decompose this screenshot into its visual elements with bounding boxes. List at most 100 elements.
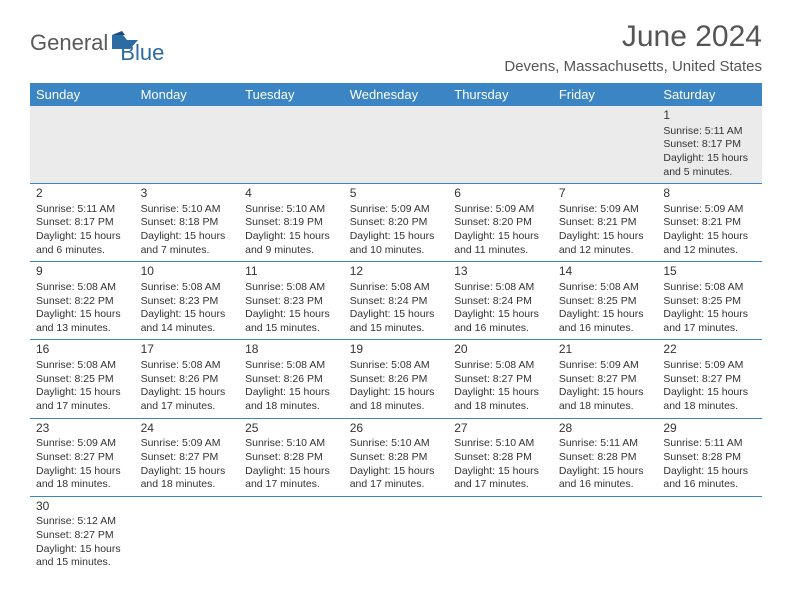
day-header: Monday bbox=[135, 83, 240, 106]
daylight-text: Daylight: 15 hours and 9 minutes. bbox=[245, 230, 338, 257]
day-number: 26 bbox=[350, 421, 443, 437]
calendar-day-cell: 30Sunrise: 5:12 AMSunset: 8:27 PMDayligh… bbox=[30, 496, 135, 574]
calendar-day-cell: 14Sunrise: 5:08 AMSunset: 8:25 PMDayligh… bbox=[553, 262, 658, 340]
daylight-text: Daylight: 15 hours and 16 minutes. bbox=[559, 465, 652, 492]
sunrise-text: Sunrise: 5:08 AM bbox=[663, 281, 756, 295]
daylight-text: Daylight: 15 hours and 18 minutes. bbox=[36, 465, 129, 492]
sunrise-text: Sunrise: 5:08 AM bbox=[454, 359, 547, 373]
sunset-text: Sunset: 8:25 PM bbox=[559, 295, 652, 309]
sunset-text: Sunset: 8:27 PM bbox=[36, 451, 129, 465]
daylight-text: Daylight: 15 hours and 15 minutes. bbox=[36, 543, 129, 570]
sunset-text: Sunset: 8:17 PM bbox=[36, 216, 129, 230]
calendar-body: 1Sunrise: 5:11 AMSunset: 8:17 PMDaylight… bbox=[30, 106, 762, 574]
sunset-text: Sunset: 8:21 PM bbox=[663, 216, 756, 230]
sunrise-text: Sunrise: 5:09 AM bbox=[663, 359, 756, 373]
daylight-text: Daylight: 15 hours and 16 minutes. bbox=[663, 465, 756, 492]
day-number: 20 bbox=[454, 342, 547, 358]
daylight-text: Daylight: 15 hours and 15 minutes. bbox=[350, 308, 443, 335]
daylight-text: Daylight: 15 hours and 10 minutes. bbox=[350, 230, 443, 257]
daylight-text: Daylight: 15 hours and 6 minutes. bbox=[36, 230, 129, 257]
calendar-day-cell: 8Sunrise: 5:09 AMSunset: 8:21 PMDaylight… bbox=[657, 184, 762, 262]
sunrise-text: Sunrise: 5:08 AM bbox=[454, 281, 547, 295]
day-number: 5 bbox=[350, 186, 443, 202]
calendar-day-cell: 16Sunrise: 5:08 AMSunset: 8:25 PMDayligh… bbox=[30, 340, 135, 418]
calendar-day-cell: 1Sunrise: 5:11 AMSunset: 8:17 PMDaylight… bbox=[657, 106, 762, 184]
calendar-day-cell: 28Sunrise: 5:11 AMSunset: 8:28 PMDayligh… bbox=[553, 418, 658, 496]
day-number: 6 bbox=[454, 186, 547, 202]
day-number: 4 bbox=[245, 186, 338, 202]
sunrise-text: Sunrise: 5:09 AM bbox=[663, 203, 756, 217]
day-header: Thursday bbox=[448, 83, 553, 106]
calendar-day-cell: 9Sunrise: 5:08 AMSunset: 8:22 PMDaylight… bbox=[30, 262, 135, 340]
daylight-text: Daylight: 15 hours and 17 minutes. bbox=[454, 465, 547, 492]
logo: General Blue bbox=[30, 20, 164, 66]
calendar-day-cell: 4Sunrise: 5:10 AMSunset: 8:19 PMDaylight… bbox=[239, 184, 344, 262]
sunset-text: Sunset: 8:22 PM bbox=[36, 295, 129, 309]
daylight-text: Daylight: 15 hours and 7 minutes. bbox=[141, 230, 234, 257]
sunrise-text: Sunrise: 5:10 AM bbox=[245, 437, 338, 451]
day-number: 23 bbox=[36, 421, 129, 437]
calendar-day-cell bbox=[448, 106, 553, 184]
daylight-text: Daylight: 15 hours and 18 minutes. bbox=[559, 386, 652, 413]
sunset-text: Sunset: 8:28 PM bbox=[454, 451, 547, 465]
day-number: 16 bbox=[36, 342, 129, 358]
sunrise-text: Sunrise: 5:08 AM bbox=[141, 281, 234, 295]
sunrise-text: Sunrise: 5:11 AM bbox=[559, 437, 652, 451]
day-header: Sunday bbox=[30, 83, 135, 106]
calendar-day-cell: 19Sunrise: 5:08 AMSunset: 8:26 PMDayligh… bbox=[344, 340, 449, 418]
calendar-week-row: 16Sunrise: 5:08 AMSunset: 8:25 PMDayligh… bbox=[30, 340, 762, 418]
calendar-day-cell bbox=[657, 496, 762, 574]
day-header: Friday bbox=[553, 83, 658, 106]
calendar-day-cell bbox=[553, 106, 658, 184]
sunrise-text: Sunrise: 5:09 AM bbox=[36, 437, 129, 451]
calendar-day-cell: 26Sunrise: 5:10 AMSunset: 8:28 PMDayligh… bbox=[344, 418, 449, 496]
daylight-text: Daylight: 15 hours and 18 minutes. bbox=[454, 386, 547, 413]
header: General Blue June 2024 Devens, Massachus… bbox=[30, 20, 762, 75]
calendar-day-cell: 29Sunrise: 5:11 AMSunset: 8:28 PMDayligh… bbox=[657, 418, 762, 496]
daylight-text: Daylight: 15 hours and 16 minutes. bbox=[454, 308, 547, 335]
day-header: Wednesday bbox=[344, 83, 449, 106]
calendar-day-cell bbox=[239, 106, 344, 184]
daylight-text: Daylight: 15 hours and 17 minutes. bbox=[350, 465, 443, 492]
calendar-day-cell: 20Sunrise: 5:08 AMSunset: 8:27 PMDayligh… bbox=[448, 340, 553, 418]
calendar-week-row: 9Sunrise: 5:08 AMSunset: 8:22 PMDaylight… bbox=[30, 262, 762, 340]
day-number: 10 bbox=[141, 264, 234, 280]
daylight-text: Daylight: 15 hours and 17 minutes. bbox=[141, 386, 234, 413]
daylight-text: Daylight: 15 hours and 12 minutes. bbox=[559, 230, 652, 257]
sunrise-text: Sunrise: 5:12 AM bbox=[36, 515, 129, 529]
sunset-text: Sunset: 8:28 PM bbox=[245, 451, 338, 465]
sunset-text: Sunset: 8:24 PM bbox=[350, 295, 443, 309]
calendar-day-cell: 11Sunrise: 5:08 AMSunset: 8:23 PMDayligh… bbox=[239, 262, 344, 340]
calendar-day-cell: 17Sunrise: 5:08 AMSunset: 8:26 PMDayligh… bbox=[135, 340, 240, 418]
sunrise-text: Sunrise: 5:08 AM bbox=[245, 359, 338, 373]
title-block: June 2024 Devens, Massachusetts, United … bbox=[504, 20, 762, 75]
calendar-day-cell: 6Sunrise: 5:09 AMSunset: 8:20 PMDaylight… bbox=[448, 184, 553, 262]
daylight-text: Daylight: 15 hours and 5 minutes. bbox=[663, 152, 756, 179]
daylight-text: Daylight: 15 hours and 14 minutes. bbox=[141, 308, 234, 335]
calendar-day-cell: 24Sunrise: 5:09 AMSunset: 8:27 PMDayligh… bbox=[135, 418, 240, 496]
sunset-text: Sunset: 8:27 PM bbox=[663, 373, 756, 387]
calendar-day-cell: 18Sunrise: 5:08 AMSunset: 8:26 PMDayligh… bbox=[239, 340, 344, 418]
sunset-text: Sunset: 8:28 PM bbox=[663, 451, 756, 465]
calendar-day-cell bbox=[448, 496, 553, 574]
sunrise-text: Sunrise: 5:11 AM bbox=[663, 437, 756, 451]
calendar-day-cell bbox=[135, 106, 240, 184]
day-number: 14 bbox=[559, 264, 652, 280]
calendar-table: SundayMondayTuesdayWednesdayThursdayFrid… bbox=[30, 83, 762, 574]
day-number: 17 bbox=[141, 342, 234, 358]
sunrise-text: Sunrise: 5:11 AM bbox=[663, 125, 756, 139]
daylight-text: Daylight: 15 hours and 16 minutes. bbox=[559, 308, 652, 335]
calendar-day-cell: 13Sunrise: 5:08 AMSunset: 8:24 PMDayligh… bbox=[448, 262, 553, 340]
day-number: 19 bbox=[350, 342, 443, 358]
sunset-text: Sunset: 8:20 PM bbox=[350, 216, 443, 230]
logo-text-blue: Blue bbox=[120, 40, 164, 66]
daylight-text: Daylight: 15 hours and 12 minutes. bbox=[663, 230, 756, 257]
sunrise-text: Sunrise: 5:10 AM bbox=[141, 203, 234, 217]
daylight-text: Daylight: 15 hours and 17 minutes. bbox=[36, 386, 129, 413]
daylight-text: Daylight: 15 hours and 18 minutes. bbox=[245, 386, 338, 413]
calendar-week-row: 2Sunrise: 5:11 AMSunset: 8:17 PMDaylight… bbox=[30, 184, 762, 262]
day-number: 29 bbox=[663, 421, 756, 437]
day-number: 30 bbox=[36, 499, 129, 515]
calendar-day-cell: 22Sunrise: 5:09 AMSunset: 8:27 PMDayligh… bbox=[657, 340, 762, 418]
sunrise-text: Sunrise: 5:08 AM bbox=[36, 359, 129, 373]
